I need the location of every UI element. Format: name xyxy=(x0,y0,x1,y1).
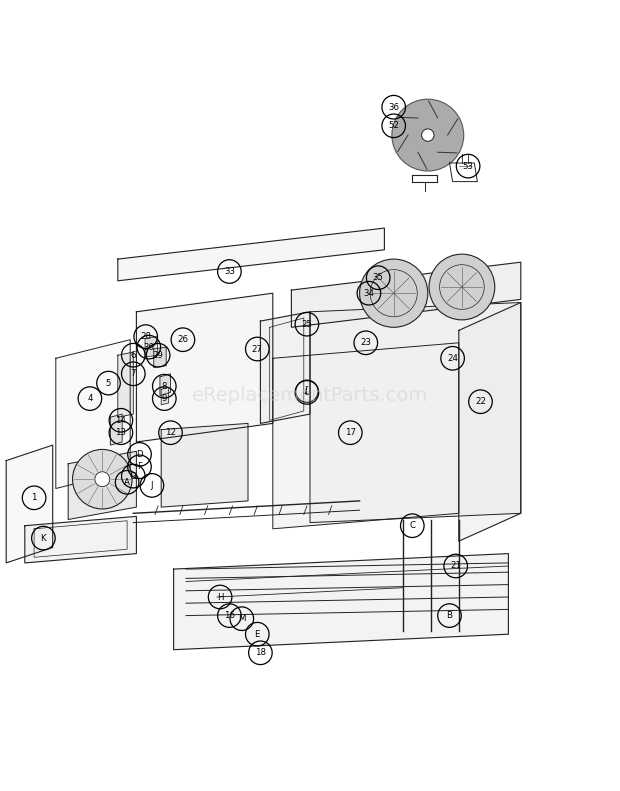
Text: 33: 33 xyxy=(224,267,235,276)
Polygon shape xyxy=(160,374,171,396)
Text: 22: 22 xyxy=(475,397,486,407)
Text: D: D xyxy=(136,450,143,459)
Polygon shape xyxy=(136,293,273,442)
Text: 9: 9 xyxy=(162,394,167,403)
Polygon shape xyxy=(154,347,166,368)
Text: E: E xyxy=(255,630,260,638)
Text: C: C xyxy=(409,521,415,530)
Text: F: F xyxy=(137,462,142,471)
Text: 17: 17 xyxy=(345,428,356,437)
Text: A: A xyxy=(124,478,130,486)
Polygon shape xyxy=(260,312,310,423)
Text: G: G xyxy=(130,471,136,481)
Polygon shape xyxy=(310,302,521,523)
Text: H: H xyxy=(217,592,223,601)
Text: L: L xyxy=(304,388,309,397)
Polygon shape xyxy=(110,414,122,445)
Text: J: J xyxy=(151,481,153,490)
Polygon shape xyxy=(118,352,133,417)
Text: 25: 25 xyxy=(301,320,312,329)
Polygon shape xyxy=(145,337,157,357)
Text: 36: 36 xyxy=(388,103,399,112)
Text: 28: 28 xyxy=(140,332,151,341)
Polygon shape xyxy=(273,343,459,529)
Text: 30: 30 xyxy=(143,343,154,352)
Circle shape xyxy=(392,99,464,171)
Polygon shape xyxy=(56,339,130,489)
Text: M: M xyxy=(238,614,246,623)
Text: 35: 35 xyxy=(373,273,384,282)
Text: 6: 6 xyxy=(131,350,136,360)
Text: 13: 13 xyxy=(115,428,126,437)
Text: 18: 18 xyxy=(255,649,266,657)
Polygon shape xyxy=(161,423,248,507)
Text: L: L xyxy=(303,386,311,396)
Text: 7: 7 xyxy=(131,369,136,378)
Text: 5: 5 xyxy=(106,379,111,388)
Text: K: K xyxy=(40,534,46,543)
Polygon shape xyxy=(118,228,384,281)
Text: 12: 12 xyxy=(165,428,176,437)
Polygon shape xyxy=(6,445,53,563)
Text: 27: 27 xyxy=(252,345,263,354)
Text: 21: 21 xyxy=(450,562,461,570)
Text: 8: 8 xyxy=(162,382,167,391)
Polygon shape xyxy=(68,452,136,520)
Polygon shape xyxy=(161,388,169,405)
Text: 23: 23 xyxy=(360,339,371,347)
Circle shape xyxy=(429,254,495,320)
Text: 53: 53 xyxy=(463,161,474,171)
Text: 34: 34 xyxy=(363,289,374,297)
Text: 16: 16 xyxy=(224,611,235,620)
Polygon shape xyxy=(25,517,136,563)
Text: 52: 52 xyxy=(388,121,399,131)
Polygon shape xyxy=(459,302,521,541)
Circle shape xyxy=(360,259,428,327)
Polygon shape xyxy=(174,554,508,649)
Polygon shape xyxy=(291,262,521,327)
Circle shape xyxy=(422,129,434,142)
Circle shape xyxy=(73,449,132,509)
Text: B: B xyxy=(446,611,453,620)
Text: 4: 4 xyxy=(87,394,92,403)
Text: 29: 29 xyxy=(153,350,164,360)
Text: 14: 14 xyxy=(115,416,126,425)
Text: 1: 1 xyxy=(32,494,37,502)
Text: 26: 26 xyxy=(177,335,188,344)
Text: eReplacementParts.com: eReplacementParts.com xyxy=(192,386,428,405)
Text: 24: 24 xyxy=(447,354,458,363)
Circle shape xyxy=(95,471,110,486)
